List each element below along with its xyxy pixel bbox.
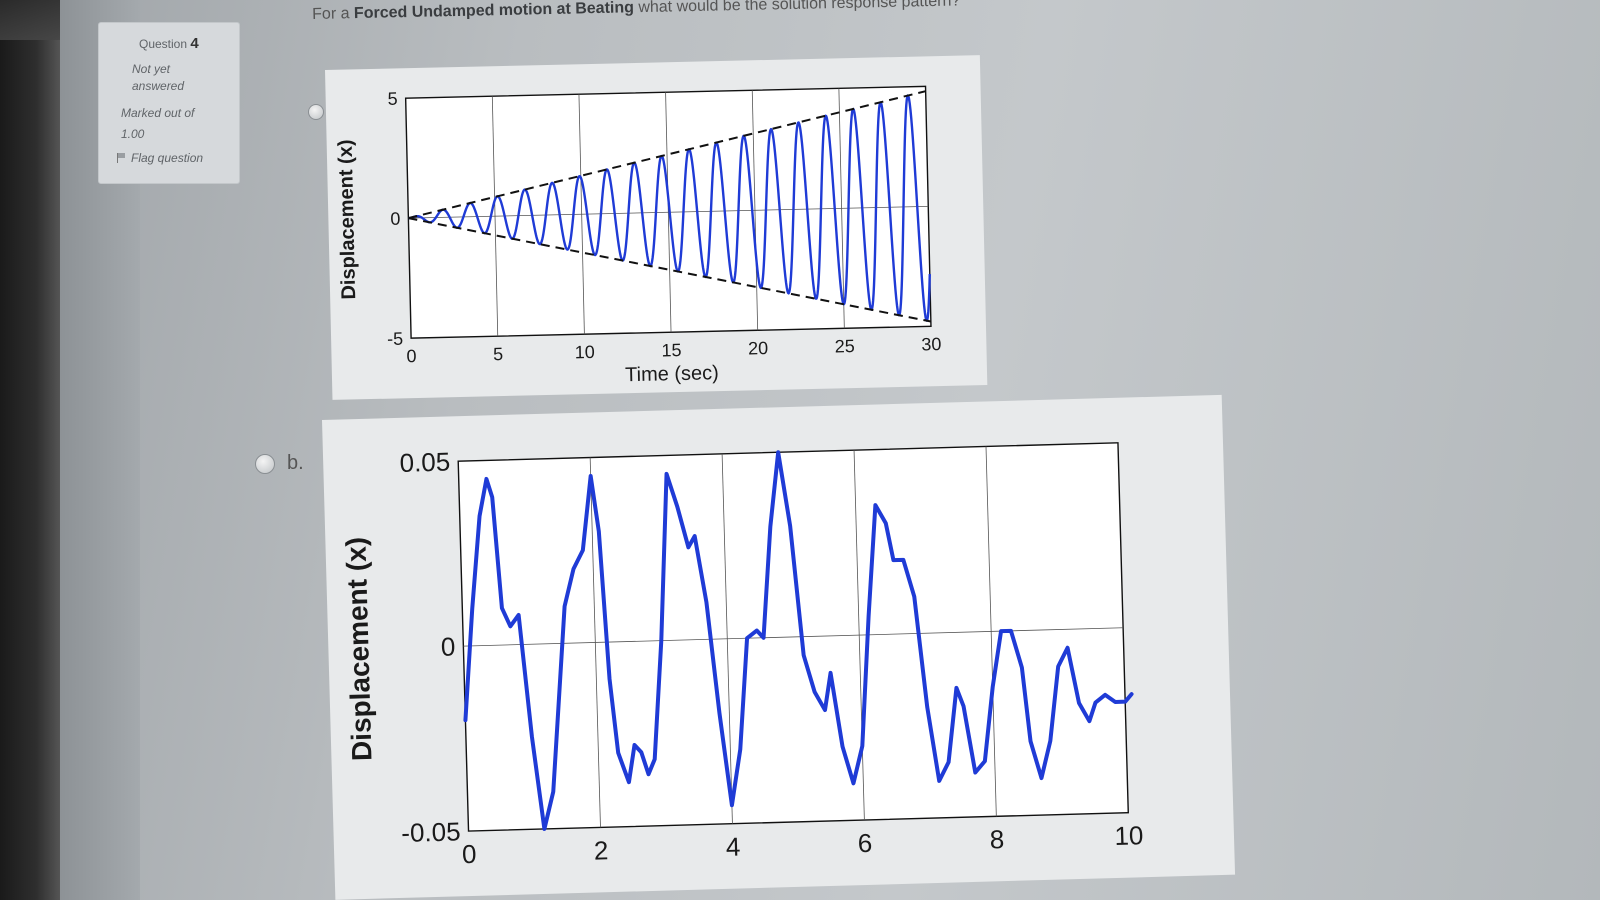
- chart-b-x-tick-label: 4: [725, 831, 740, 861]
- chart-b-response-curve: [463, 450, 1134, 831]
- chart-b-x-tick-label: 0: [462, 839, 477, 869]
- option-b[interactable]: b.: [255, 452, 304, 475]
- chart-a-y-tick-label: -5: [387, 329, 403, 349]
- chart-b-y-axis-label: Displacement (x): [340, 537, 377, 762]
- chart-a-y-axis-label: Displacement (x): [335, 139, 361, 300]
- monitor-bezel: [0, 0, 60, 900]
- chart-a-lower-envelope: [408, 217, 932, 323]
- chart-a-x-axis-label: Time (sec): [625, 362, 719, 386]
- option-a-radio[interactable]: [308, 104, 324, 120]
- chart-a-x-tick-label: 20: [748, 338, 768, 358]
- chart-a-zero-line: [408, 205, 929, 219]
- question-grade: Marked out of 1.00: [121, 106, 195, 141]
- question-number: Question 4: [139, 35, 199, 52]
- chart-b-zero-line: [463, 627, 1124, 647]
- chart-a-x-tick-label: 15: [661, 340, 681, 360]
- chart-a-card: 0 5 10 15 20 25 30 -5 0 5 Time (sec) Displacement (…: [325, 55, 988, 400]
- chart-a-x-tick-label: 10: [575, 342, 595, 362]
- chart-a-y-tick-label: 0: [390, 209, 400, 229]
- chart-a-x-tick-label: 25: [834, 336, 854, 356]
- flag-icon: [117, 153, 126, 163]
- flag-question-link[interactable]: Flag question: [117, 151, 203, 165]
- chart-a-x-tick-label: 0: [406, 346, 416, 366]
- option-b-radio[interactable]: [255, 453, 275, 474]
- chart-a-x-tick-label: 30: [921, 334, 941, 354]
- question-status: Not yet answered: [132, 62, 185, 93]
- chart-b-x-tick-label: 10: [1114, 820, 1144, 851]
- question-text: For a Forced Undamped motion at Beating …: [312, 0, 961, 23]
- chart-b-y-tick-label: 0: [440, 631, 455, 661]
- question-info-box: Question 4 Not yet answered Marked out o…: [98, 22, 240, 184]
- chart-b-x-tick-label: 2: [593, 835, 608, 865]
- chart-b-y-tick-label: -0.05: [401, 816, 461, 848]
- chart-b-y-tick-label: 0.05: [399, 447, 450, 478]
- chart-a-upper-envelope: [408, 90, 926, 220]
- chart-b-x-tick-label: 8: [989, 824, 1004, 854]
- chart-b-x-tick-label: 6: [857, 828, 872, 858]
- chart-a-x-tick-label: 5: [493, 344, 503, 364]
- chart-a-y-tick-label: 5: [387, 89, 397, 109]
- chart-b-card: 0 2 4 6 8 10 -0.05 0 0.05 Displacement (x): [322, 394, 1236, 900]
